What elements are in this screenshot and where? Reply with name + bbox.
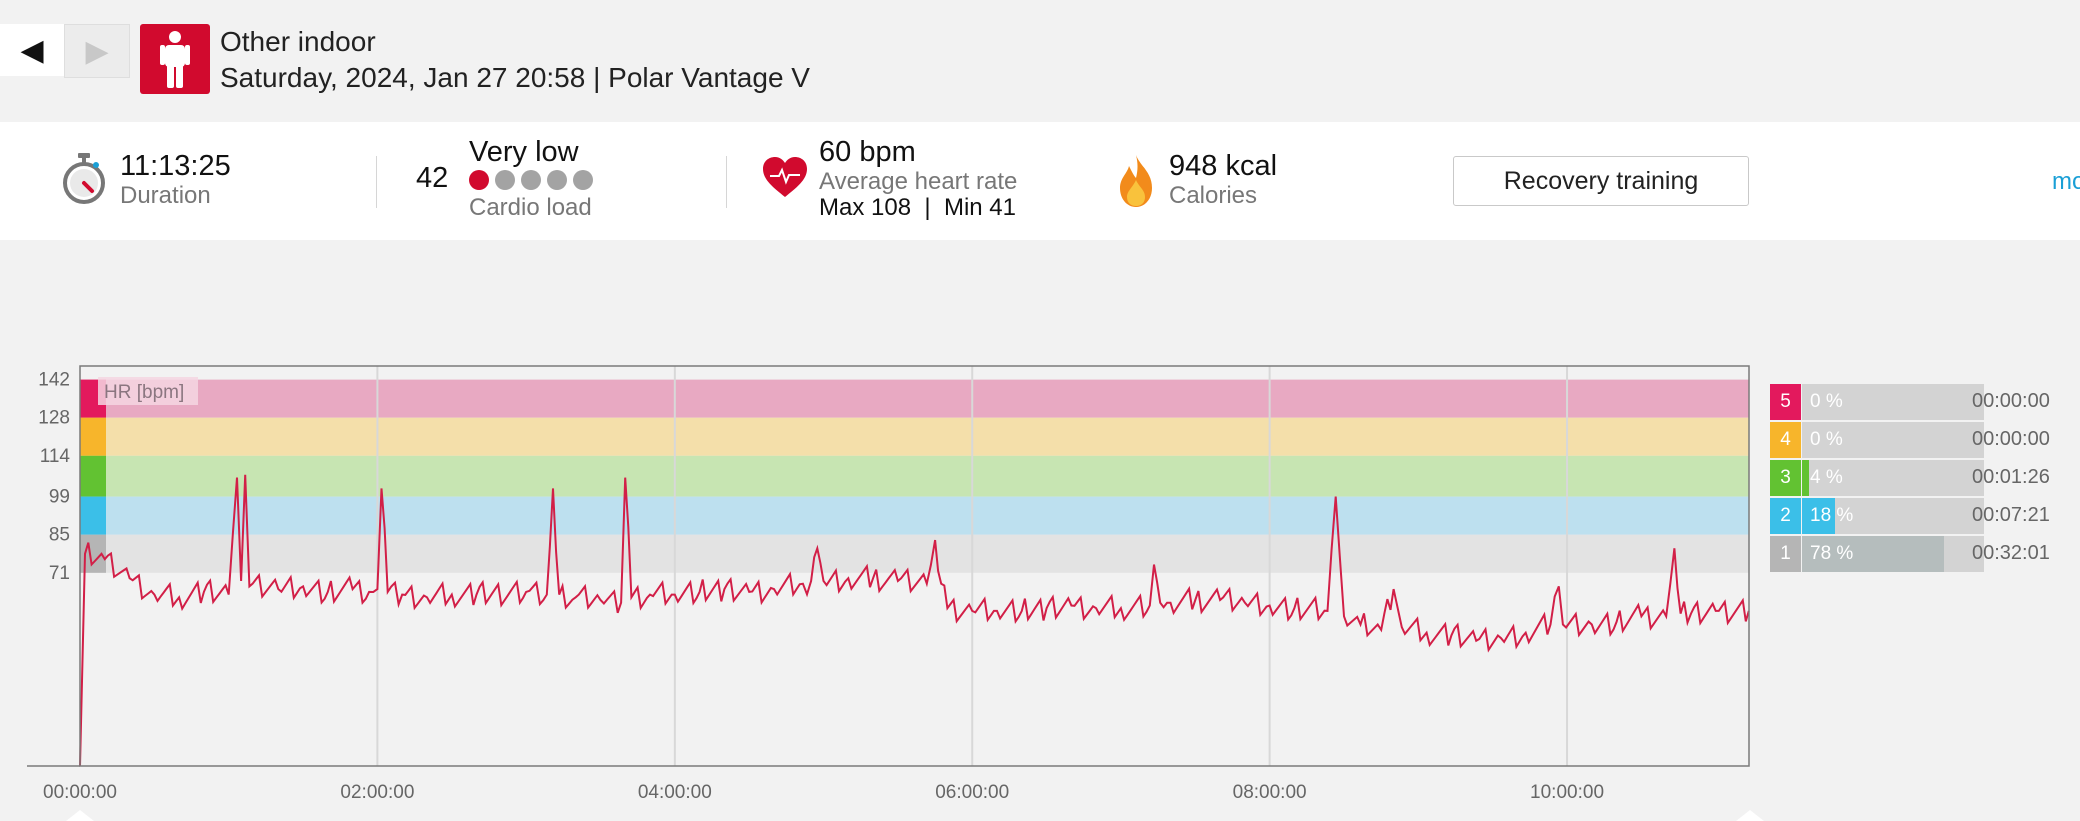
plot-frame — [79, 365, 1750, 767]
divider — [376, 156, 377, 208]
cardio-load-label: Cardio load — [469, 194, 592, 221]
zone-band-1 — [80, 534, 1749, 573]
cardio-dot — [521, 170, 541, 190]
zone-row-4: 4 0 % — [1770, 422, 1984, 458]
cardio-dot — [495, 170, 515, 190]
cardio-dot — [573, 170, 593, 190]
zone-band-2 — [80, 496, 1749, 535]
stopwatch-icon — [60, 152, 108, 211]
y-tick-label: 85 — [49, 525, 70, 546]
person-standing-icon — [140, 24, 210, 94]
y-tick-label: 99 — [49, 487, 70, 508]
zone-band-4 — [80, 417, 1749, 456]
zone-marker-3 — [80, 455, 106, 497]
zone-fill — [1802, 536, 1944, 572]
zone-number: 2 — [1770, 498, 1801, 534]
zone-time: 00:01:26 — [1972, 466, 2050, 488]
x-tick-label: 00:00:00 — [43, 782, 117, 803]
heart-icon — [762, 156, 808, 203]
cardio-load-value: 42 — [416, 162, 449, 194]
zone-band-3 — [80, 455, 1749, 497]
zone-percentage-bar: 0 % — [1802, 384, 1984, 420]
zone-row-5: 5 0 % — [1770, 384, 1984, 420]
zone-time: 00:00:00 — [1972, 390, 2050, 412]
calories-label: Calories — [1169, 182, 1258, 209]
session-date-device: Saturday, 2024, Jan 27 20:58 | Polar Van… — [220, 62, 810, 93]
zone-fill — [1802, 498, 1835, 534]
zone-time: 00:32:01 — [1972, 542, 2050, 564]
sport-title: Other indoor — [220, 26, 376, 57]
y-tick-label: 142 — [38, 370, 70, 391]
zone-row-1: 1 78 % — [1770, 536, 1984, 572]
y-tick-label: 71 — [49, 563, 70, 584]
cardio-load-level: Very low — [469, 136, 579, 168]
training-benefit-button[interactable]: Recovery training — [1453, 156, 1749, 206]
divider — [726, 156, 727, 208]
x-tick-label: 08:00:00 — [1233, 782, 1307, 803]
x-tick-label: 02:00:00 — [340, 782, 414, 803]
zone-percentage-bar: 0 % — [1802, 422, 1984, 458]
calories-value: 948 kcal — [1169, 150, 1278, 182]
y-tick-label: 128 — [38, 408, 70, 429]
heart-rate-chart: 142 128 114 99 85 71 00:00:00 02:00:00 04:00:00… — [27, 365, 1764, 821]
duration-value: 11:13:25 — [120, 150, 231, 182]
avg-hr-value: 60 bpm — [819, 136, 916, 168]
zone-time: 00:07:21 — [1972, 504, 2050, 526]
zone-number: 4 — [1770, 422, 1801, 458]
zone-percentage: 78 % — [1810, 543, 1854, 564]
duration-label: Duration — [120, 182, 211, 209]
cardio-load-dots — [469, 170, 599, 195]
zone-percentage: 0 % — [1810, 391, 1843, 412]
zone-row-2: 2 18 % — [1770, 498, 1984, 534]
zone-band-5 — [80, 379, 1749, 418]
zone-number: 1 — [1770, 536, 1801, 572]
x-tick-label: 10:00:00 — [1530, 782, 1604, 803]
range-end-handle[interactable] — [1736, 810, 1764, 821]
zone-time: 00:00:00 — [1972, 428, 2050, 450]
x-tick-label: 04:00:00 — [638, 782, 712, 803]
zone-percentage: 4 % — [1810, 467, 1843, 488]
chart-title: HR [bpm] — [104, 382, 184, 403]
y-tick-label: 114 — [40, 446, 71, 467]
next-session-button[interactable]: ▶ — [64, 24, 130, 78]
cardio-dot — [469, 170, 489, 190]
zone-percentage-bar: 4 % — [1802, 460, 1984, 496]
zone-percentage: 0 % — [1810, 429, 1843, 450]
zone-percentage: 18 % — [1810, 505, 1854, 526]
more-link[interactable]: mo — [2052, 168, 2080, 195]
hr-series-line — [79, 474, 1750, 767]
previous-session-button[interactable]: ◀ — [0, 24, 65, 76]
hr-max-min: Max 108 | Min 41 — [819, 194, 1016, 221]
cardio-dot — [547, 170, 567, 190]
zone-marker-4 — [80, 417, 106, 456]
zone-marker-2 — [80, 496, 106, 535]
zone-fill — [1802, 460, 1810, 496]
zone-row-3: 3 4 % — [1770, 460, 1984, 496]
x-tick-label: 06:00:00 — [935, 782, 1009, 803]
summary-bar: 11:13:25 Duration 42 Very low Cardio loa… — [0, 122, 2080, 240]
range-start-handle[interactable] — [66, 810, 94, 821]
avg-hr-label: Average heart rate — [819, 168, 1018, 195]
zone-number: 5 — [1770, 384, 1801, 420]
zone-percentage-bar: 18 % — [1802, 498, 1984, 534]
zone-number: 3 — [1770, 460, 1801, 496]
flame-icon — [1116, 154, 1156, 213]
chart-title-bg — [98, 377, 198, 405]
zone-percentage-bar: 78 % — [1802, 536, 1984, 572]
